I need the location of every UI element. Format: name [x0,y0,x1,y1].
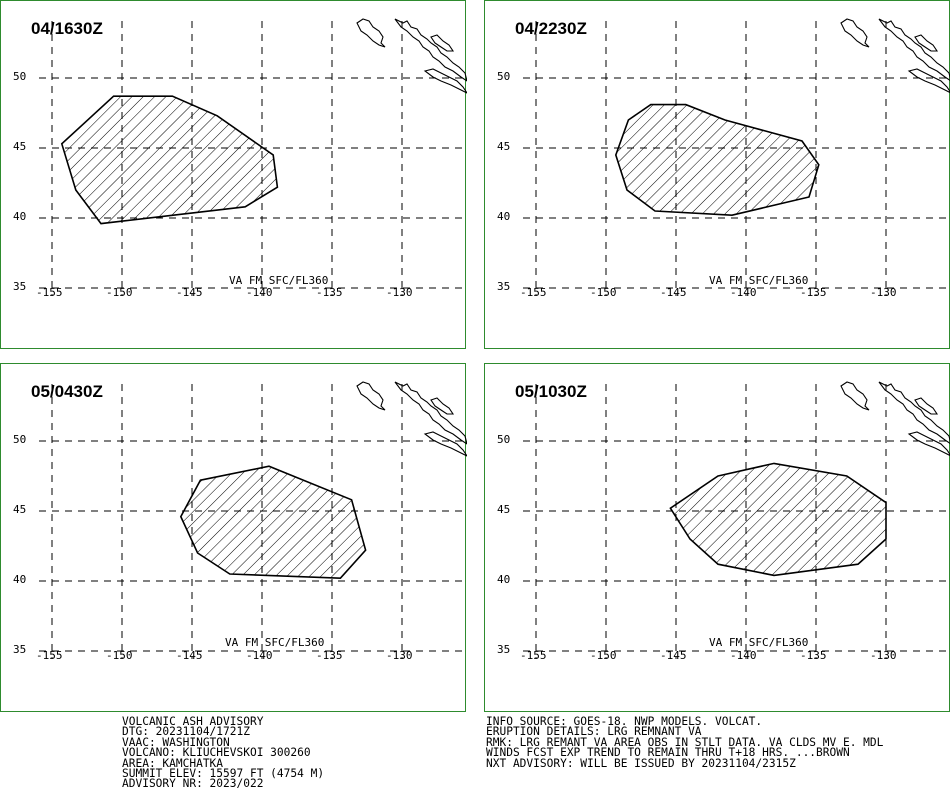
latitude-label: 35 [13,643,27,656]
graticule [523,384,947,659]
longitude-label: -155 [520,286,547,299]
panel-time: 05/0430Z [31,382,103,401]
latitude-label: 50 [13,70,27,83]
latitude-label: 40 [497,210,511,223]
longitude-label: -150 [590,286,617,299]
latitude-label: 35 [497,280,511,293]
coastline [840,18,950,94]
advisory-text-left: VOLCANIC ASH ADVISORY DTG: 20231104/1721Z… [122,715,325,791]
flight-level-label: VA FM SFC/FL360 [225,636,325,649]
longitude-label: -150 [106,286,133,299]
longitude-label: -135 [800,286,827,299]
longitude-label: -145 [176,286,203,299]
longitude-label: -145 [176,649,203,662]
panel-time: 04/2230Z [515,19,587,38]
longitude-label: -150 [106,649,133,662]
coastline [840,381,950,457]
advisory-line: VOLCANO: KLIUCHEVSKOI 300260 [122,746,311,760]
longitude-label: -140 [246,286,273,299]
flight-level-label: VA FM SFC/FL360 [229,274,329,287]
longitude-label: -135 [316,286,343,299]
flight-level-label: VA FM SFC/FL360 [709,636,809,649]
forecast-panel: 05/1030Z VA FM SFC/FL360 50 45 40 35 -155 -15… [484,363,950,712]
longitude-label: -135 [316,649,343,662]
map-canvas [39,18,467,296]
latitude-label: 45 [13,503,27,516]
longitude-label: -135 [800,649,827,662]
forecast-panel: 04/2230Z VA FM SFC/FL360 50 45 40 35 -155 -15… [484,0,950,349]
longitude-label: -140 [246,649,273,662]
longitude-label: -140 [730,286,757,299]
longitude-label: -145 [660,286,687,299]
advisory-line: WINDS FCST EXP TREND TO REMAIN THRU T+18… [486,746,850,760]
latitude-label: 45 [497,503,511,516]
longitude-label: -140 [730,649,757,662]
advisory-line: AREA: KAMCHATKA [122,756,224,770]
longitude-label: -130 [870,649,897,662]
latitude-label: 50 [13,433,27,446]
ash-cloud-polygon [669,462,887,577]
longitude-label: -155 [36,286,63,299]
advisory-line: ERUPTION DETAILS: LRG REMNANT VA [486,725,702,739]
advisory-line: RMK: LRG REMANT VA AREA OBS IN STLT DATA… [486,735,884,749]
advisory-line: DTG: 20231104/1721Z [122,725,250,739]
latitude-label: 35 [13,280,27,293]
latitude-label: 40 [497,573,511,586]
advisory-text-right: INFO SOURCE: GOES-18. NWP MODELS. VOLCAT… [486,715,884,770]
graticule [523,21,947,296]
latitude-label: 40 [13,573,27,586]
latitude-label: 35 [497,643,511,656]
longitude-label: -130 [870,286,897,299]
forecast-panel: 04/1630Z VA FM SFC/FL360 50 45 40 35 -155 -15… [0,0,467,349]
map-canvas [39,381,467,659]
coastline [356,381,467,457]
longitude-label: -145 [660,649,687,662]
coastline [356,18,467,94]
advisory-line: VOLCANIC ASH ADVISORY [122,715,264,728]
longitude-label: -130 [386,286,413,299]
longitude-label: -130 [386,649,413,662]
latitude-label: 45 [13,140,27,153]
latitude-label: 50 [497,70,511,83]
advisory-line: ADVISORY NR: 2023/022 [122,777,264,791]
latitude-label: 50 [497,433,511,446]
latitude-label: 45 [497,140,511,153]
longitude-label: -155 [36,649,63,662]
advisory-line: VAAC: WASHINGTON [122,735,230,749]
ash-cloud-polygon [60,95,279,225]
longitude-label: -150 [590,649,617,662]
panel-time: 05/1030Z [515,382,587,401]
forecast-panel: 05/0430Z VA FM SFC/FL360 50 45 40 35 -155 -15… [0,363,467,712]
map-canvas [523,381,950,659]
longitude-label: -155 [520,649,547,662]
panel-time: 04/1630Z [31,19,103,38]
advisory-line: INFO SOURCE: GOES-18. NWP MODELS. VOLCAT… [486,715,763,728]
advisory-line: NXT ADVISORY: WILL BE ISSUED BY 20231104… [486,756,796,770]
advisory-line: SUMMIT ELEV: 15597 FT (4754 M) [122,767,325,781]
ash-cloud-polygon [179,465,367,580]
flight-level-label: VA FM SFC/FL360 [709,274,809,287]
ash-cloud-polygon [614,103,820,217]
latitude-label: 40 [13,210,27,223]
map-canvas [523,18,950,296]
